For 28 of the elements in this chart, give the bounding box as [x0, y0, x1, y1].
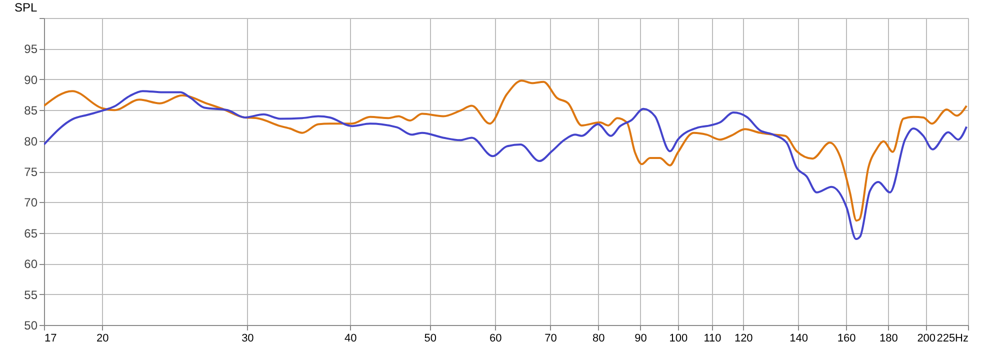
x-tick-label: 100 — [669, 332, 688, 344]
x-tick-label: 60 — [490, 332, 502, 344]
x-tick-label: 20 — [96, 332, 109, 344]
y-tick-label: 85 — [24, 104, 38, 118]
x-tick-label: 80 — [592, 332, 605, 344]
y-tick-label: 70 — [24, 196, 38, 210]
y-tick-label: 65 — [24, 226, 38, 240]
x-tick-label: 30 — [242, 332, 254, 344]
x-tick-label: 120 — [734, 332, 753, 344]
x-tick-label: 90 — [634, 332, 647, 344]
x-tick-label: 200 — [917, 332, 936, 344]
y-tick-label: 55 — [24, 288, 38, 302]
y-tick-label: 60 — [24, 257, 38, 272]
x-tick-label: 110 — [704, 332, 722, 344]
x-tick-label: 180 — [879, 332, 898, 344]
x-tick-label: 70 — [544, 332, 557, 344]
x-tick-label: 160 — [837, 332, 856, 344]
x-tick-label: 140 — [790, 332, 808, 344]
x-tick-label: 40 — [344, 332, 357, 344]
y-tick-label: 75 — [24, 165, 38, 179]
y-tick-label: 50 — [24, 318, 38, 332]
x-tick-label: 17 — [44, 332, 57, 344]
y-tick-label: 80 — [24, 134, 38, 148]
y-tick-label: 95 — [24, 42, 38, 56]
x-tick-label: 225Hz — [936, 332, 968, 344]
x-tick-label: 50 — [424, 332, 437, 344]
y-axis-title: SPL — [14, 0, 38, 14]
y-tick-label: 90 — [24, 72, 38, 87]
